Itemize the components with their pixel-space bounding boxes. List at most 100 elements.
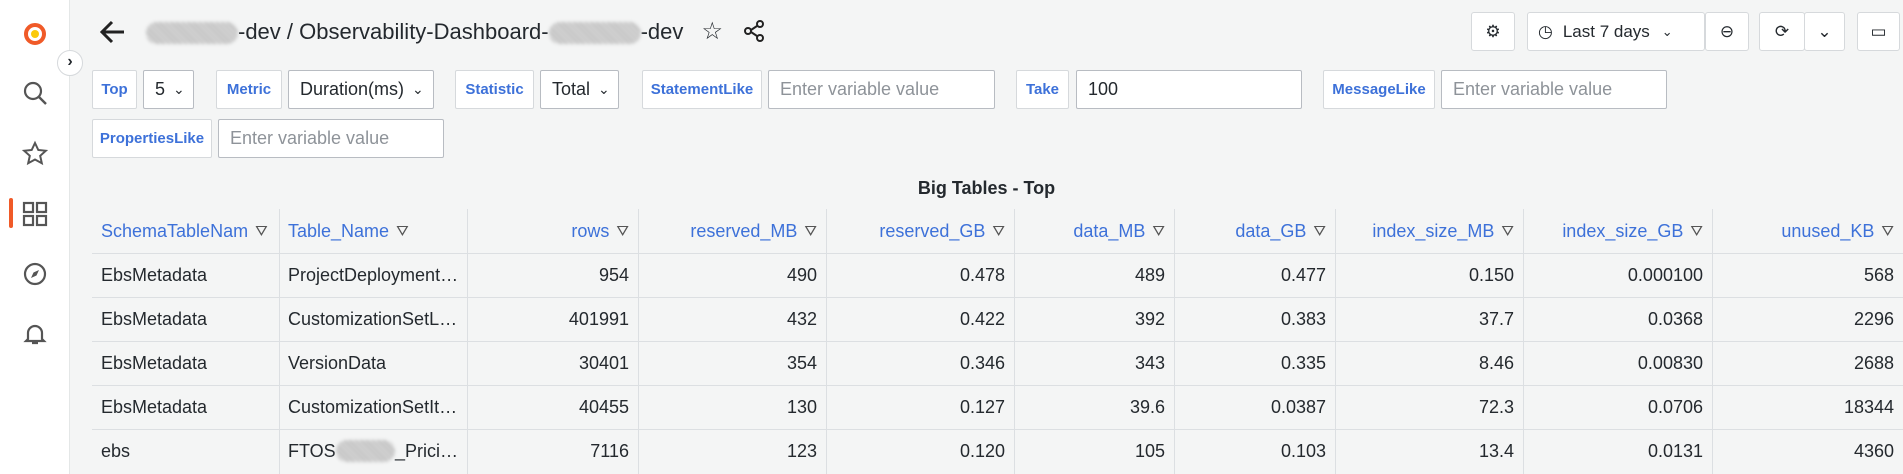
zoom-out-button[interactable]: ⊖	[1705, 12, 1749, 51]
column-header[interactable]: index_size_GB ⛛	[1523, 209, 1712, 253]
cell: 0.00830	[1637, 352, 1703, 373]
cell: VersionData	[288, 352, 387, 373]
share-button[interactable]	[743, 20, 765, 42]
variable-input[interactable]: Enter variable value	[768, 70, 995, 109]
header-text: SchemaTableNam	[101, 220, 249, 241]
search-icon[interactable]	[21, 79, 49, 107]
active-indicator	[9, 198, 13, 228]
filter-icon[interactable]: ⛛	[1690, 222, 1703, 240]
cell: 0.0387	[1270, 396, 1326, 417]
filter-icon[interactable]: ⛛	[1152, 222, 1165, 240]
column-header[interactable]: reserved_MB ⛛	[638, 209, 826, 253]
filter-icon[interactable]: ⛛	[804, 222, 817, 240]
cell: CustomizationSetL…	[288, 308, 458, 329]
row-divider	[92, 385, 1903, 386]
cell-text: _Prici…	[394, 440, 458, 461]
cell: EbsMetadata	[101, 308, 208, 329]
header-text: data_GB	[1235, 220, 1307, 241]
header-text: unused_KB	[1781, 220, 1875, 241]
logo[interactable]	[21, 20, 49, 48]
cell: 954	[598, 264, 629, 285]
cell: 2296	[1853, 308, 1894, 329]
cell: EbsMetadata	[101, 264, 208, 285]
variable-label: Take	[1016, 70, 1069, 109]
panel-title: Big Tables - Top	[917, 178, 1056, 198]
cell: FTOS _Prici…	[279, 429, 467, 473]
dock-toggle[interactable]: ›	[57, 50, 83, 76]
variable-input[interactable]: Enter variable value	[218, 119, 444, 158]
cell: 0.346	[959, 352, 1005, 373]
column-header[interactable]: Table_Name ⛛	[279, 209, 467, 253]
chevron: ⌄	[1661, 23, 1673, 39]
refresh-button[interactable]: ⟳	[1759, 12, 1805, 51]
filter-icon[interactable]: ⛛	[1881, 222, 1894, 240]
explore-icon[interactable]	[21, 260, 49, 288]
column-header[interactable]: data_MB ⛛	[1014, 209, 1174, 253]
column-header[interactable]: rows ⛛	[467, 209, 638, 253]
variable-select[interactable]: 5 ⌄	[143, 70, 194, 109]
redacted	[335, 440, 395, 462]
tv-mode-button[interactable]: ▭	[1857, 12, 1900, 51]
chevron: ⌄	[173, 81, 185, 97]
column-header[interactable]: SchemaTableNam ⛛	[92, 209, 279, 253]
cell: 130	[786, 396, 817, 417]
column-header[interactable]: index_size_MB ⛛	[1335, 209, 1523, 253]
cell: 40455	[578, 396, 629, 417]
cell: 0.0368	[1647, 308, 1703, 329]
row-divider	[92, 297, 1903, 298]
variable-label: PropertiesLike	[92, 119, 212, 158]
cell: 392	[1134, 308, 1165, 329]
variable-input[interactable]: Enter variable value	[1441, 70, 1667, 109]
dashboard-title: -dev	[640, 19, 684, 44]
filter-icon[interactable]: ⛛	[616, 222, 629, 240]
variable-value: 5	[155, 79, 166, 99]
column-header[interactable]: unused_KB ⛛	[1712, 209, 1903, 253]
cell: 568	[1863, 264, 1894, 285]
variable-value: 100	[1088, 79, 1119, 99]
variable-value: Total	[552, 79, 591, 99]
settings-button[interactable]: ⚙	[1471, 12, 1515, 51]
variable-label: Metric	[216, 70, 282, 109]
chevron: ⌄	[598, 81, 610, 97]
row-divider	[92, 341, 1903, 342]
filter-icon[interactable]: ⛛	[1501, 222, 1514, 240]
refresh-interval[interactable]: ⌄	[1804, 12, 1845, 51]
starred-icon[interactable]	[21, 140, 49, 168]
filter-icon[interactable]: ⛛	[1313, 222, 1326, 240]
back-button[interactable]	[98, 18, 128, 46]
column-header[interactable]: data_GB ⛛	[1174, 209, 1335, 253]
crumb-text[interactable]: -dev	[238, 19, 281, 44]
filter-icon[interactable]: ⛛	[992, 222, 1005, 240]
variable-select[interactable]: 100	[1076, 70, 1302, 109]
filter-icon[interactable]: ⛛	[396, 222, 409, 240]
cell: ebs	[101, 440, 131, 461]
dashboards-icon[interactable]	[21, 200, 49, 228]
cell: 0.477	[1280, 264, 1326, 285]
placeholder: Enter variable value	[1453, 79, 1613, 99]
cell: 0.103	[1280, 440, 1326, 461]
star-button[interactable]: ☆	[701, 18, 724, 45]
variable-value: Duration(ms)	[300, 79, 405, 99]
sidebar	[0, 0, 70, 474]
chevron: ⌄	[412, 81, 424, 97]
column-header[interactable]: reserved_GB ⛛	[826, 209, 1014, 253]
variable-label: StatementLike	[642, 70, 762, 109]
row-divider	[92, 429, 1903, 430]
row-divider	[92, 253, 1903, 254]
variable-select[interactable]: Duration(ms) ⌄	[288, 70, 434, 109]
time-picker[interactable]: ◷ Last 7 days ⌄	[1527, 12, 1705, 51]
cell: 72.3	[1478, 396, 1514, 417]
time-range: Last 7 days	[1562, 21, 1650, 41]
cell: 13.4	[1478, 440, 1514, 461]
cell: CustomizationSetIt…	[288, 396, 458, 417]
dashboard-title: / Observability-Dashboard-	[286, 19, 549, 44]
filter-icon[interactable]: ⛛	[255, 222, 268, 240]
cell: EbsMetadata	[101, 396, 208, 417]
variable-select[interactable]: Total ⌄	[540, 70, 619, 109]
variable-label: Statistic	[455, 70, 534, 109]
cell: 0.0706	[1647, 396, 1703, 417]
cell: 432	[786, 308, 817, 329]
alerting-icon[interactable]	[21, 320, 49, 348]
redacted	[548, 22, 641, 45]
cell: 343	[1134, 352, 1165, 373]
